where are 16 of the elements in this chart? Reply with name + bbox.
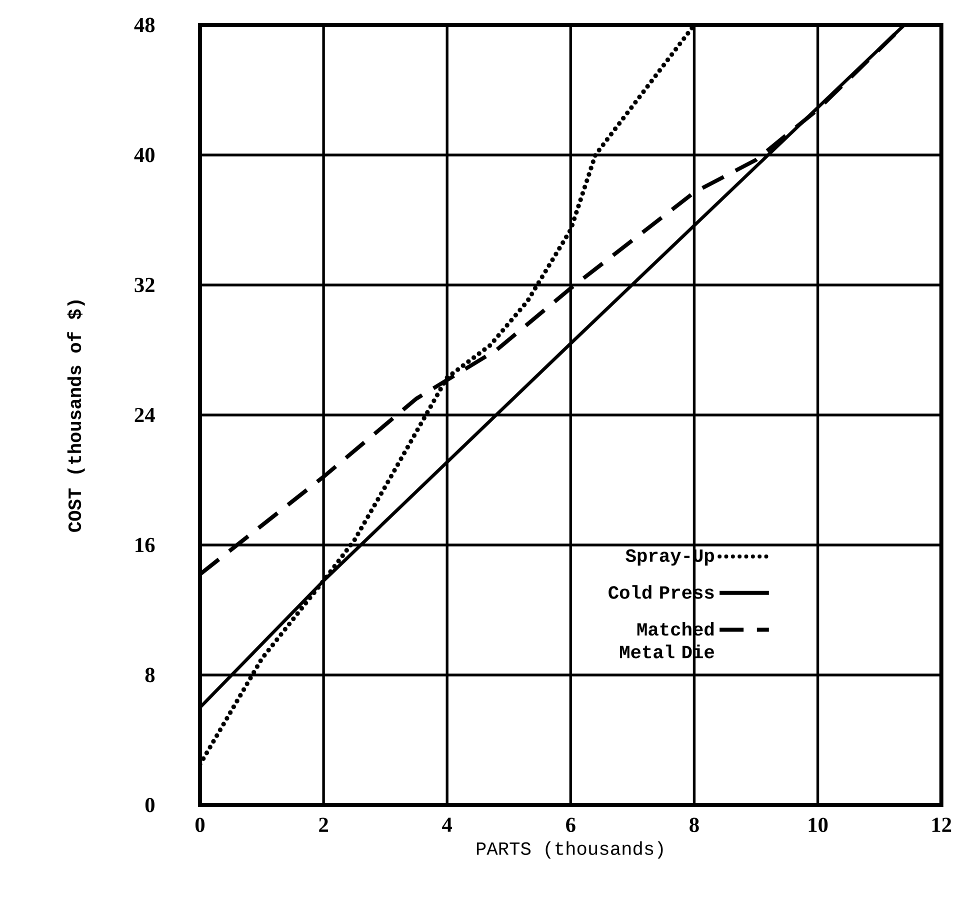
- y-axis-title: COST (thousands of $): [67, 300, 85, 532]
- x-axis-title: PARTS (thousands): [476, 841, 663, 859]
- y-tick-label: 32: [134, 278, 154, 292]
- y-tick-label: 0: [145, 798, 154, 812]
- y-tick-label: 8: [145, 668, 155, 682]
- x-tick-label: 10: [808, 818, 828, 832]
- y-tick-label: 24: [134, 408, 155, 422]
- y-tick-label: 40: [134, 148, 154, 162]
- x-tick-label: 2: [319, 818, 328, 832]
- x-tick-label: 0: [195, 818, 205, 832]
- x-tick-label: 8: [690, 818, 699, 832]
- x-tick-label: 6: [566, 818, 576, 832]
- x-tick-label: 12: [932, 818, 952, 832]
- x-tick-label: 4: [442, 818, 452, 832]
- y-tick-label: 48: [134, 18, 155, 32]
- y-tick-label: 16: [136, 538, 155, 552]
